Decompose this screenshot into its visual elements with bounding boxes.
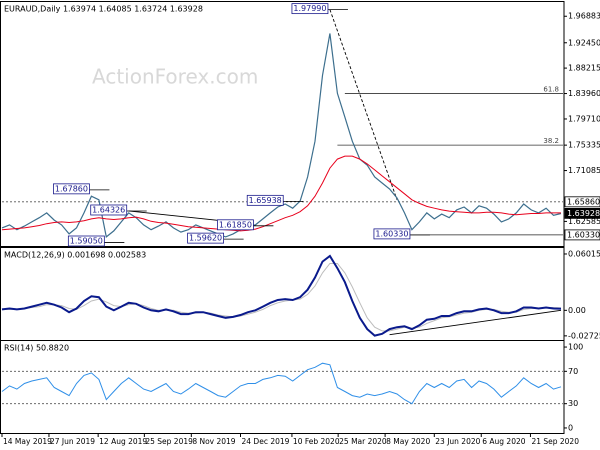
price-label: 1.59620 [187, 232, 244, 244]
axis-box [564, 196, 600, 208]
x-tick-label: 12 Aug 2019 [99, 437, 147, 446]
price-label-box [90, 204, 128, 216]
panel-title: EURAUD,Daily 1.63974 1.64085 1.63724 1.6… [4, 5, 203, 14]
y-tick-label: 1.75335 [568, 141, 600, 150]
price-label: 1.60330 [373, 228, 430, 240]
plot-area: ActionForex.com 61.8 38.2 1.97990 1.67860 1.6… [1, 3, 563, 247]
x-tick-label: 8 May 2020 [386, 437, 430, 446]
series-line [2, 263, 562, 332]
plot-area [1, 362, 563, 405]
y-tick-label: 30 [568, 399, 578, 408]
trendline [389, 309, 562, 336]
x-tick-label: 6 Aug 2020 [482, 437, 525, 446]
series-line [1, 254, 562, 337]
y-tick-label: 1.92450 [568, 38, 600, 47]
series-line [1, 362, 562, 405]
x-tick-label: 10 Feb 2020 [293, 437, 340, 446]
price-label-box [53, 183, 90, 195]
price-label: 1.64326 [90, 204, 147, 216]
plot-area [1, 254, 562, 337]
price-label-text: 1.60330 [375, 229, 408, 238]
price-label-box [291, 3, 329, 15]
panel-frame [0, 340, 565, 434]
x-tick-label: 23 Jun 2020 [435, 437, 480, 446]
price-label: 1.59050 [67, 235, 125, 247]
y-tick-label: 1.88215 [568, 64, 600, 73]
y-tick-label: 0.060155 [568, 249, 600, 258]
price-label: 1.65938 [246, 194, 304, 206]
price-label-box [246, 194, 284, 206]
price-label-box [187, 232, 225, 244]
panel-title: RSI(14) 50.8820 [4, 344, 69, 353]
panel-frame [0, 1, 565, 247]
price-label-box [217, 219, 254, 231]
axis-box-label: 1.65860 [567, 197, 600, 206]
y-tick-label: 1.83960 [568, 89, 600, 98]
x-tick-label: 25 Mar 2020 [339, 437, 387, 446]
y-tick-label: 1.62585 [568, 217, 600, 226]
y-tick-label: -0.02725 [568, 331, 600, 340]
y-tick-label: 1.96883 [568, 12, 600, 21]
price-label: 1.67860 [53, 183, 110, 195]
fib-label: 38.2 [543, 137, 559, 145]
price-label: 1.61850 [217, 219, 274, 231]
trendline [128, 210, 234, 223]
axis-box-label: 1.63928 [567, 209, 600, 218]
price-label-text: 1.59050 [70, 237, 103, 246]
fib-label: 61.8 [543, 86, 559, 94]
y-tick-label: 0.00 [568, 306, 586, 315]
axis-box-label: 1.60330 [567, 230, 600, 239]
price-label: 1.97990 [291, 3, 348, 15]
x-tick-label: 21 Sep 2020 [531, 437, 579, 446]
price-label-text: 1.64326 [92, 205, 125, 214]
watermark: ActionForex.com [92, 65, 258, 89]
panel-title: MACD(12,26,9) 0.001698 0.002583 [4, 251, 146, 260]
price-label-text: 1.97990 [293, 4, 326, 13]
axis-box [564, 207, 600, 219]
price-label-text: 1.65938 [249, 196, 282, 205]
price-label-box [67, 235, 105, 247]
y-tick-label: 100 [568, 343, 583, 352]
x-tick-label: 14 May 2019 [3, 437, 52, 446]
price-label-text: 1.59620 [189, 234, 222, 243]
x-tick-label: 25 Sep 2019 [145, 437, 193, 446]
y-tick-label: 1.79710 [568, 114, 600, 123]
axis-box [564, 229, 600, 241]
series-line [1, 155, 561, 232]
y-tick-label: 0 [568, 423, 573, 432]
y-tick-label: 70 [568, 367, 578, 376]
trendline [329, 9, 398, 200]
x-tick-label: 24 Dec 2019 [242, 437, 290, 446]
price-label-box [373, 228, 411, 240]
x-tick-label: 27 Jun 2019 [50, 437, 95, 446]
price-label-text: 1.61850 [219, 220, 252, 229]
x-tick-label: 8 Nov 2019 [192, 437, 235, 446]
price-label-text: 1.67860 [55, 184, 88, 193]
y-tick-label: 1.71085 [568, 166, 600, 175]
